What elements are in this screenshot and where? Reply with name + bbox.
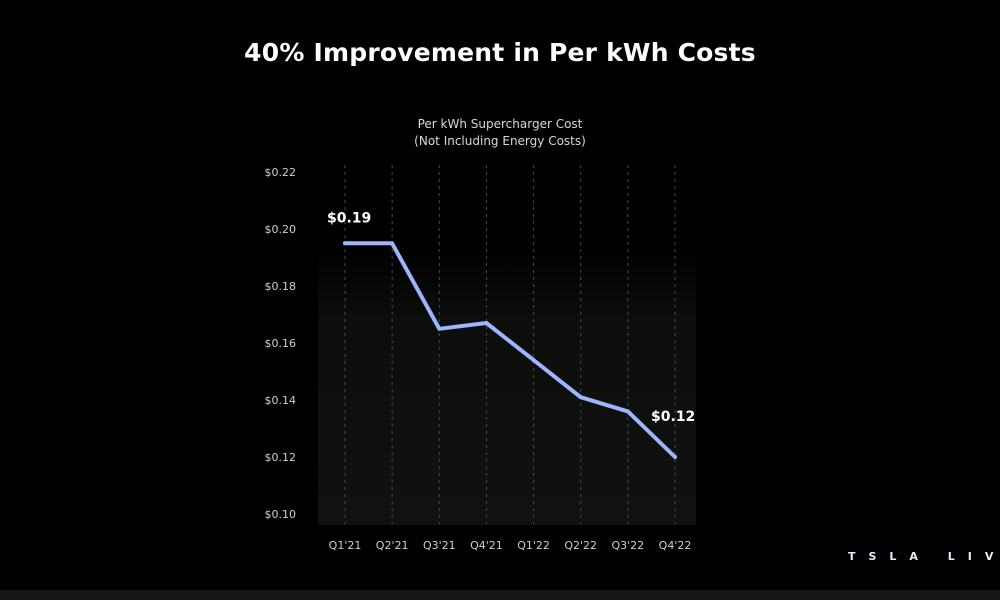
x-tick-label: Q2'21 bbox=[376, 539, 409, 552]
data-point bbox=[578, 395, 583, 400]
y-axis-ticks: $0.10 $0.12 $0.14 $0.16 $0.18 $0.20 $0.22 bbox=[265, 166, 297, 521]
x-tick-label: Q1'21 bbox=[329, 539, 362, 552]
data-point bbox=[673, 455, 677, 459]
data-point bbox=[437, 326, 442, 331]
data-point bbox=[625, 409, 630, 414]
x-tick-label: Q4'21 bbox=[470, 539, 503, 552]
data-point bbox=[484, 321, 489, 326]
data-point bbox=[531, 358, 536, 363]
y-tick-label: $0.10 bbox=[265, 508, 297, 521]
data-point bbox=[343, 241, 347, 246]
series-layer bbox=[343, 241, 677, 459]
data-point bbox=[390, 241, 395, 246]
annotation-layer: $0.19 $0.12 bbox=[327, 210, 695, 425]
chart-subtitle: (Not Including Energy Costs) bbox=[414, 134, 586, 148]
y-tick-label: $0.22 bbox=[265, 166, 297, 179]
slide-title: 40% Improvement in Per kWh Costs bbox=[244, 38, 756, 67]
value-annotation: $0.19 bbox=[327, 210, 371, 226]
y-tick-label: $0.12 bbox=[265, 451, 297, 464]
series-line bbox=[343, 241, 677, 459]
y-tick-label: $0.18 bbox=[265, 280, 297, 293]
chart-title: Per kWh Supercharger Cost bbox=[418, 117, 583, 131]
x-tick-label: Q3'21 bbox=[423, 539, 456, 552]
bottom-bar bbox=[0, 590, 1000, 600]
value-annotation: $0.12 bbox=[651, 409, 695, 425]
x-tick-label: Q3'22 bbox=[612, 539, 645, 552]
plot-area-shading bbox=[318, 250, 696, 525]
x-axis-ticks: Q1'21 Q2'21 Q3'21 Q4'21 Q1'22 Q2'22 Q3'22 Q4'22 bbox=[329, 539, 692, 552]
y-tick-label: $0.14 bbox=[265, 394, 297, 407]
x-tick-label: Q1'22 bbox=[517, 539, 550, 552]
brand-watermark: TSLA LIVE bbox=[848, 550, 1000, 563]
y-tick-label: $0.20 bbox=[265, 223, 297, 236]
x-tick-label: Q4'22 bbox=[659, 539, 692, 552]
y-tick-label: $0.16 bbox=[265, 337, 297, 350]
x-tick-label: Q2'22 bbox=[564, 539, 597, 552]
